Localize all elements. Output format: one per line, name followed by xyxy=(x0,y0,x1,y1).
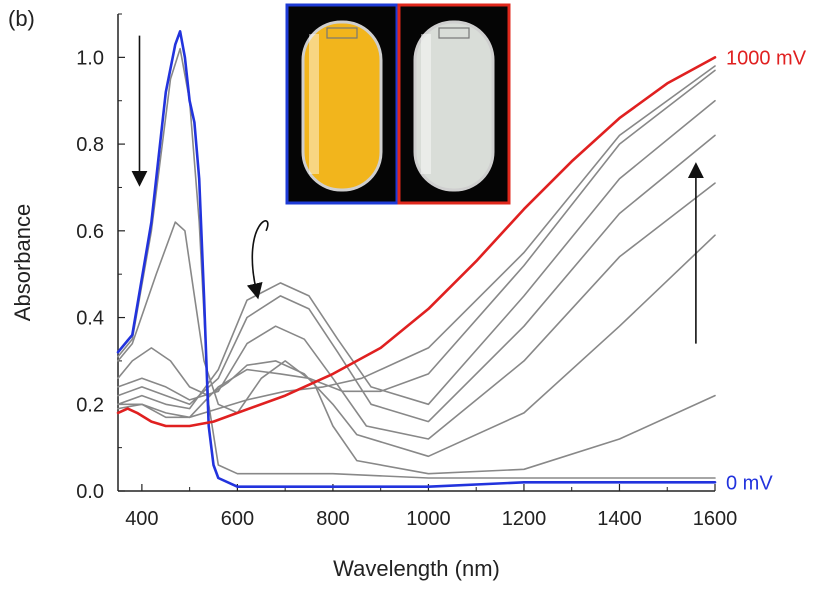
x-tick-label: 400 xyxy=(125,508,158,530)
series-line xyxy=(117,99,716,410)
x-tick-label: 1000 xyxy=(406,508,451,530)
series-line xyxy=(117,234,716,458)
y-tick-label: 1.0 xyxy=(76,47,104,69)
left-vial-photo xyxy=(285,3,399,205)
series-line-1000-mv xyxy=(116,56,717,428)
y-tick-label: 0.4 xyxy=(76,308,104,330)
vial-body xyxy=(301,20,383,192)
vial-cap xyxy=(326,27,358,39)
series-line xyxy=(117,182,716,440)
series-line xyxy=(117,65,716,419)
vial-cap xyxy=(438,27,470,39)
series-line xyxy=(117,221,716,475)
axes: 400 600 800 1000 1200 1400 1600 0.0 0.2 0.4 0.6 0.8… xyxy=(76,13,738,530)
panel-label: (b) xyxy=(8,6,35,31)
right-vial-photo xyxy=(397,3,511,205)
series-line xyxy=(117,69,716,419)
vial-highlight xyxy=(421,34,431,174)
x-axis-title: Wavelength (nm) xyxy=(333,556,500,581)
y-tick-label: 0.2 xyxy=(76,394,104,416)
series-label: 0 mV xyxy=(726,472,773,494)
series-line xyxy=(117,47,716,479)
x-tick-label: 1200 xyxy=(502,508,547,530)
series-line xyxy=(117,134,716,423)
x-tick-label: 1400 xyxy=(597,508,642,530)
curved-arrow xyxy=(246,220,269,300)
y-axis-title: Absorbance xyxy=(10,204,35,321)
vial-inset xyxy=(285,3,511,205)
y-tick-label: 0.0 xyxy=(76,481,104,503)
series-line-0-mv xyxy=(116,30,717,488)
series-label: 1000 mV xyxy=(726,47,807,69)
vial-body xyxy=(413,20,495,192)
x-tick-label: 800 xyxy=(316,508,349,530)
x-tick-label: 600 xyxy=(221,508,254,530)
y-tick-label: 0.8 xyxy=(76,134,104,156)
series-layer: 0 mV 1000 mV xyxy=(116,30,807,494)
y-tick-label: 0.6 xyxy=(76,221,104,243)
annotation-layer xyxy=(131,35,704,344)
vial-highlight xyxy=(309,34,319,174)
x-tick-label: 1600 xyxy=(693,508,738,530)
